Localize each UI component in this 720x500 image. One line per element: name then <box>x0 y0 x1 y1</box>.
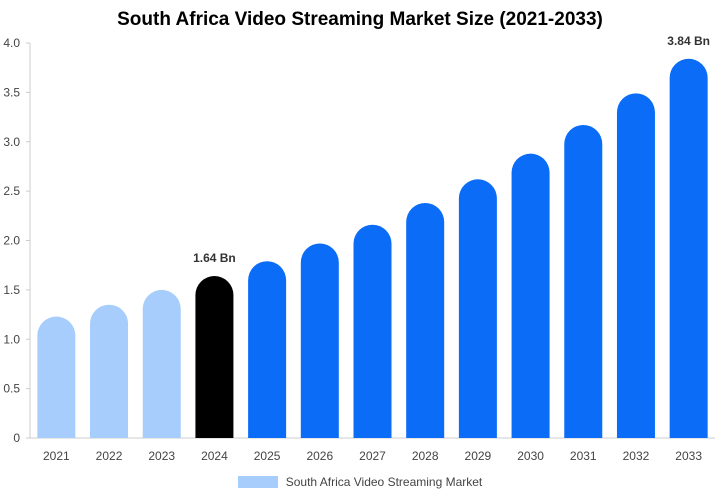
legend-label: South Africa Video Streaming Market <box>285 475 483 489</box>
x-tick-label: 2021 <box>43 449 70 463</box>
y-tick-label: 4.0 <box>3 36 20 50</box>
x-tick-label: 2022 <box>96 449 123 463</box>
x-tick-label: 2032 <box>623 449 650 463</box>
x-tick-label: 2028 <box>412 449 439 463</box>
chart-title: South Africa Video Streaming Market Size… <box>117 9 603 30</box>
x-tick-label: 2030 <box>517 449 544 463</box>
bar-2022 <box>90 304 129 438</box>
x-tick-label: 2025 <box>254 449 281 463</box>
y-tick-label: 2.0 <box>3 234 20 248</box>
data-label-2024: 1.64 Bn <box>193 251 236 265</box>
x-tick-label: 2027 <box>359 449 386 463</box>
x-tick-label: 2024 <box>201 449 228 463</box>
legend: South Africa Video Streaming Market <box>0 475 720 489</box>
y-tick-label: 3.5 <box>3 85 20 99</box>
bar-2026 <box>300 243 339 438</box>
x-tick-label: 2023 <box>148 449 175 463</box>
bar-2030 <box>511 153 550 438</box>
y-tick-label: 2.5 <box>3 184 20 198</box>
bar-2024 <box>195 276 234 438</box>
bar-2023 <box>142 289 181 438</box>
bar-2029 <box>458 179 497 438</box>
bar-2033 <box>669 58 708 439</box>
x-tick-label: 2029 <box>465 449 492 463</box>
bar-2031 <box>564 124 603 438</box>
data-label-2033: 3.84 Bn <box>667 34 710 48</box>
bar-2021 <box>37 316 76 438</box>
legend-swatch <box>237 476 278 488</box>
bar-2027 <box>353 224 392 438</box>
x-tick-label: 2026 <box>306 449 333 463</box>
y-tick-label: 0.5 <box>3 382 20 396</box>
x-tick-label: 2033 <box>675 449 702 463</box>
y-tick-label: 3.0 <box>3 135 20 149</box>
x-tick-label: 2031 <box>570 449 597 463</box>
bar-2028 <box>406 202 445 438</box>
y-tick-label: 1.5 <box>3 283 20 297</box>
bar-2025 <box>248 261 287 438</box>
y-tick-label: 1.0 <box>3 332 20 346</box>
y-tick-label: 0 <box>13 431 20 445</box>
bar-2032 <box>616 93 655 439</box>
